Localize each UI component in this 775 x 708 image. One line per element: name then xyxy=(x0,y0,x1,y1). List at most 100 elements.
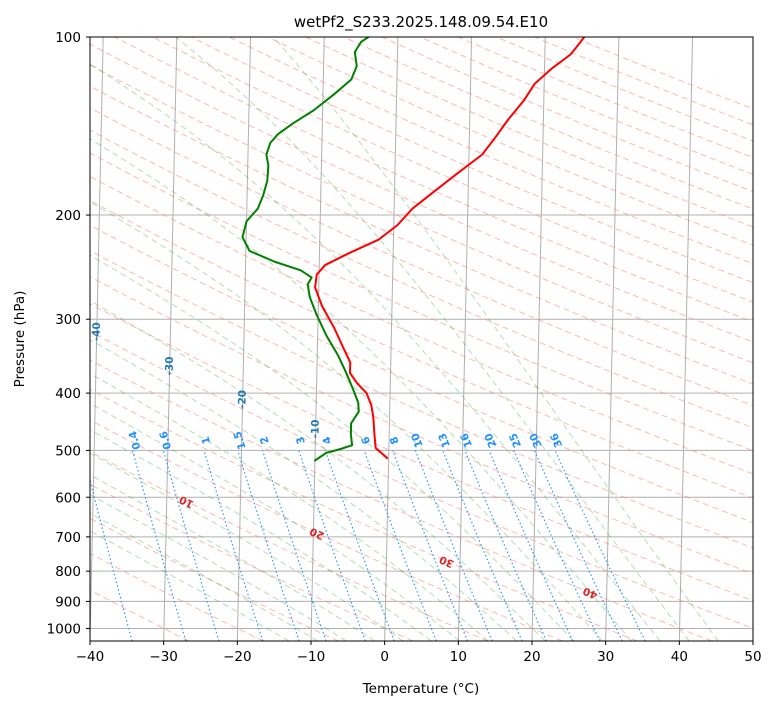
isotherm-line xyxy=(236,37,252,641)
mixing-ratio-line xyxy=(513,450,601,641)
x-axis-label: Temperature (°C) xyxy=(362,681,480,697)
moist-adiabat xyxy=(90,402,461,641)
moist-adiabat xyxy=(90,530,290,641)
mixing-ratio-label: 16 xyxy=(458,431,475,449)
mixing-ratio-line xyxy=(392,450,469,641)
dry-adiabat xyxy=(343,37,753,210)
x-tick-label: −10 xyxy=(297,649,326,665)
x-tick-label: 0 xyxy=(380,649,389,665)
mixing-ratio-label: 36 xyxy=(548,431,565,449)
y-tick-label: 900 xyxy=(55,594,81,610)
y-axis-label: Pressure (hPa) xyxy=(12,291,28,388)
profile-series xyxy=(241,37,586,462)
isotherm-label: -10 xyxy=(309,419,321,438)
mixing-ratio-label: 13 xyxy=(436,431,453,449)
dry-adiabat xyxy=(90,85,753,385)
dry-adiabat xyxy=(90,152,753,452)
isotherm-line xyxy=(531,37,546,641)
y-tick-label: 600 xyxy=(55,490,81,506)
moist-adiabat xyxy=(90,373,489,641)
dry-adiabat xyxy=(90,224,753,524)
plot-area xyxy=(90,37,753,641)
dry-adiabat xyxy=(90,330,753,629)
isotherm-line xyxy=(605,37,620,641)
plot-frame xyxy=(89,36,754,642)
mixing-ratio-label: 8 xyxy=(388,435,402,446)
isotherm-line xyxy=(678,37,694,641)
dry-adiabat xyxy=(419,37,753,175)
dry-adiabat xyxy=(305,37,753,228)
mixing-ratio-label: 0.1 xyxy=(31,430,47,451)
dry-adiabat xyxy=(152,37,753,303)
isotherm-line xyxy=(457,37,473,641)
x-tick-label: −30 xyxy=(149,649,178,665)
isotherm-label: -20 xyxy=(236,390,248,409)
dry-adiabat xyxy=(90,175,753,475)
moist-adiabat xyxy=(90,138,632,641)
dry-adiabat-label: 30 xyxy=(438,553,456,570)
chart-title: wetPf2_S233.2025.148.09.54.E10 xyxy=(294,13,548,32)
mixing-ratio-label: 20 xyxy=(483,431,500,449)
mixing-ratio-line xyxy=(237,450,300,641)
mixing-ratio-line xyxy=(203,450,264,641)
y-tick-label: 100 xyxy=(55,30,81,46)
dry-adiabat xyxy=(90,199,753,499)
y-tick-label: 800 xyxy=(55,564,81,580)
dewpoint-profile-line xyxy=(241,37,370,462)
moist-adiabat xyxy=(90,254,574,641)
moist-adiabat xyxy=(90,429,432,641)
moist-adiabat xyxy=(90,339,517,641)
mixing-ratio-label: 25 xyxy=(507,431,524,449)
background-line-labels: -100-90-80-70-60-50-40-30-20-100.10.20.4… xyxy=(31,322,599,601)
moist-adiabat xyxy=(175,37,690,641)
mixing-ratio-label: 0.6 xyxy=(158,430,175,451)
dry-adiabat xyxy=(534,37,753,126)
dry-adiabat-label: 20 xyxy=(308,525,326,542)
moist-adiabat xyxy=(90,201,603,641)
x-tick-label: 20 xyxy=(523,649,540,665)
mixing-ratio-label: 3 xyxy=(294,435,308,446)
x-tick-label: 10 xyxy=(450,649,467,665)
isotherm-label: -30 xyxy=(163,356,175,375)
mixing-ratio-line xyxy=(162,450,220,641)
y-tick-label: 300 xyxy=(55,312,81,328)
y-tick-label: 400 xyxy=(55,386,81,402)
dry-adiabat-label: 40 xyxy=(581,584,599,601)
dry-adiabat xyxy=(90,552,264,641)
moist-adiabat xyxy=(90,452,404,641)
y-tick-label: 1000 xyxy=(47,621,81,637)
y-tick-label: 700 xyxy=(55,530,81,546)
moist-adiabat xyxy=(90,494,347,641)
mixing-ratio-line xyxy=(414,450,493,641)
moist-adiabat xyxy=(90,300,546,641)
y-tick-label: 500 xyxy=(55,443,81,459)
dry-adiabat-label: 10 xyxy=(177,493,195,510)
axes: −40 −30 −20 −10 0 10 20 30 40 5010020030040050060… xyxy=(47,30,762,665)
mixing-ratio-line xyxy=(90,477,133,641)
mixing-ratio-line xyxy=(488,450,574,641)
dry-adiabat xyxy=(190,37,753,284)
dry-adiabat xyxy=(90,359,712,641)
mixing-ratio-label: 1.5 xyxy=(232,430,249,451)
temperature-profile-line xyxy=(314,37,586,460)
dry-adiabat xyxy=(90,43,753,343)
dry-adiabat xyxy=(90,129,753,429)
mixing-ratio-line xyxy=(363,450,437,641)
mixing-ratio-line xyxy=(298,450,366,641)
dry-adiabat xyxy=(90,388,638,641)
mixing-ratio-line xyxy=(132,450,187,641)
mixing-ratio-line xyxy=(464,450,547,641)
x-tick-label: 50 xyxy=(744,649,761,665)
mixing-ratio-label: 10 xyxy=(409,431,425,449)
mixing-ratio-line xyxy=(324,450,395,641)
dry-adiabat xyxy=(90,107,753,407)
moist-adiabat xyxy=(90,512,319,641)
dry-adiabat xyxy=(90,303,753,602)
x-tick-label: −40 xyxy=(76,649,105,665)
dry-adiabat xyxy=(90,451,488,641)
dry-adiabat xyxy=(114,37,753,323)
moist-adiabat xyxy=(273,37,719,641)
mixing-ratio-line xyxy=(261,450,327,641)
x-tick-label: −20 xyxy=(223,649,252,665)
